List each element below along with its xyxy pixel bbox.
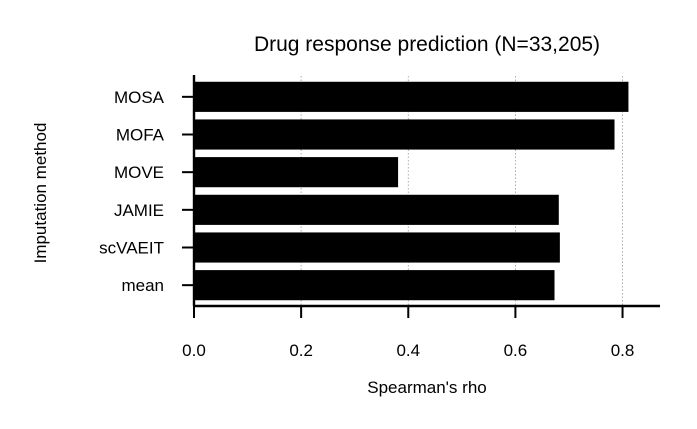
y-tick-label: JAMIE — [114, 201, 164, 220]
y-tick-label: MOFA — [116, 126, 165, 145]
y-axis-title: Imputation method — [31, 123, 50, 264]
bar-mosa — [194, 81, 629, 112]
bar-scvaeit — [194, 232, 560, 263]
y-ticks: MOSA MOFA MOVE JAMIE scVAEIT mean — [99, 88, 194, 295]
bars — [194, 81, 629, 301]
chart-title: Drug response prediction (N=33,205) — [254, 33, 600, 56]
y-tick-label: MOVE — [114, 163, 164, 182]
bar-jamie — [194, 194, 559, 225]
x-tick-label: 0.0 — [182, 341, 206, 360]
x-tick-label: 0.2 — [289, 341, 313, 360]
y-tick-label: mean — [121, 276, 164, 295]
x-ticks: 0.0 0.2 0.4 0.6 0.8 — [182, 306, 634, 360]
bar-mofa — [194, 119, 615, 150]
bar-mean — [194, 270, 555, 301]
x-tick-label: 0.4 — [396, 341, 420, 360]
bar-move — [194, 157, 399, 188]
x-axis-title: Spearman's rho — [367, 378, 486, 397]
y-tick-label: MOSA — [114, 88, 165, 107]
y-tick-label: scVAEIT — [99, 239, 164, 258]
x-tick-label: 0.8 — [611, 341, 635, 360]
x-tick-label: 0.6 — [504, 341, 528, 360]
